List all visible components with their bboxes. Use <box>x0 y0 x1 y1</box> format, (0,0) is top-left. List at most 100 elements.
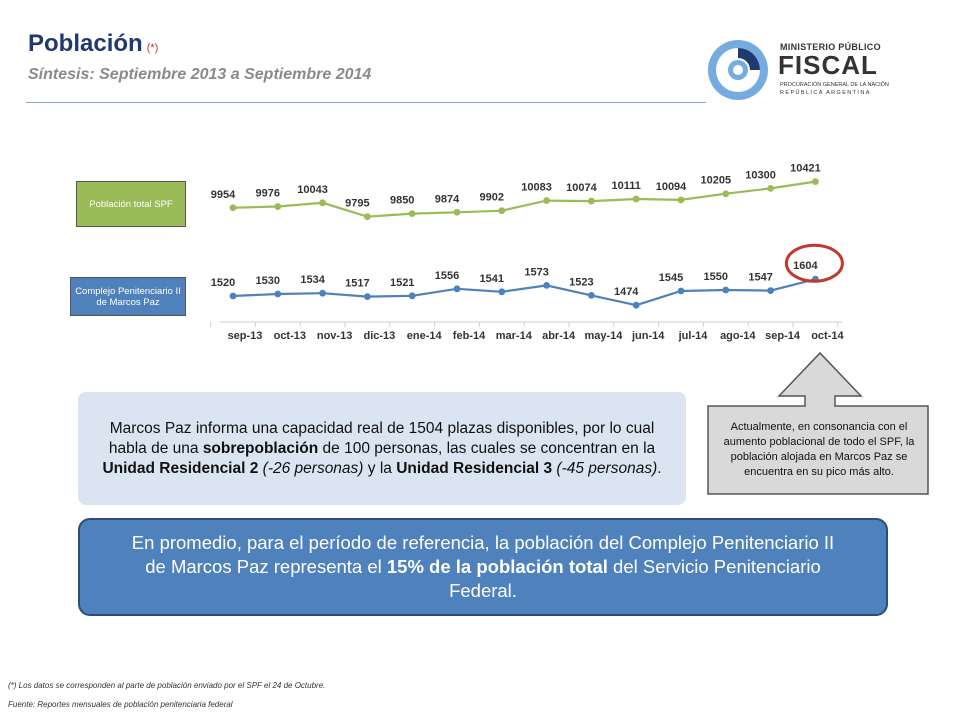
series-line-0 <box>232 180 816 218</box>
callout-italic-2: (-45 personas) <box>552 459 658 477</box>
data-label: 1474 <box>614 286 639 298</box>
data-point <box>453 208 461 216</box>
callout-italic-1: (-26 personas) <box>258 459 364 477</box>
data-label: 1573 <box>524 266 548 278</box>
data-label: 10205 <box>701 175 732 187</box>
legend-complejo-marcos-paz: Complejo Penitenciario II de Marcos Paz <box>70 277 186 316</box>
callout-text-3: y la <box>363 459 397 477</box>
title-divider <box>26 102 706 103</box>
data-point <box>274 203 282 210</box>
data-label: 9795 <box>345 198 369 210</box>
data-point <box>229 204 237 212</box>
sun-emblem-icon <box>708 40 768 100</box>
data-point <box>812 178 819 186</box>
x-tick-label: sep-13 <box>228 330 263 342</box>
title-text: Población <box>28 30 143 57</box>
data-label: 1547 <box>748 272 772 284</box>
data-point <box>498 288 506 296</box>
summary-bold: 15% de la población total <box>386 556 608 577</box>
data-point <box>364 213 371 221</box>
data-label: 1520 <box>211 277 235 289</box>
x-tick-label: jun-14 <box>631 330 665 342</box>
data-point <box>677 196 685 204</box>
data-point <box>543 282 550 289</box>
summary-box: En promedio, para el período de referenc… <box>78 518 888 616</box>
data-point <box>588 197 595 205</box>
data-label: 1556 <box>435 270 459 282</box>
data-label: 1521 <box>390 277 414 289</box>
x-tick-label: may-14 <box>584 330 623 342</box>
data-label: 10043 <box>297 184 328 196</box>
x-tick-label: feb-14 <box>453 330 486 342</box>
data-point <box>319 199 326 207</box>
population-line-chart: 9954 9976 10043 9795 9850 9874 9902 10083 10074 1… <box>210 163 844 342</box>
data-point <box>229 292 237 300</box>
logo-ministry: MINISTERIO PÚBLICO <box>780 42 881 52</box>
data-point <box>722 286 730 294</box>
callout-text-1: Marcos Paz informa una capacidad real de… <box>108 419 655 457</box>
data-point <box>543 197 550 204</box>
data-point <box>408 292 416 300</box>
logo-procuracion: PROCURACIÓN GENERAL DE LA NACIÓN <box>780 82 889 88</box>
data-label: 1545 <box>659 272 683 284</box>
legend-total-spf: Población total SPF <box>76 181 186 227</box>
series-line-1 <box>232 278 816 307</box>
data-footnote: (*) Los datos se corresponden al parte d… <box>8 681 326 690</box>
data-point <box>498 207 506 215</box>
data-label: 1604 <box>793 260 818 272</box>
data-point <box>364 293 371 300</box>
data-label: 1530 <box>256 275 280 287</box>
data-point <box>632 195 640 203</box>
x-tick-label: mar-14 <box>496 330 533 342</box>
fiscal-logo: MINISTERIO PÚBLICO FISCAL PROCURACIÓN GE… <box>706 38 892 102</box>
callout-bold-3: Unidad Residencial 3 <box>396 459 553 477</box>
data-label: 10111 <box>612 180 641 192</box>
data-label: 9874 <box>435 193 460 205</box>
x-tick-label: sep-14 <box>765 330 801 342</box>
summary-text-1: En promedio, para el período de referenc… <box>131 532 835 577</box>
callout-text-2: de 100 personas, las cuales se concentra… <box>318 439 656 457</box>
x-tick-label: abr-14 <box>542 330 576 342</box>
highlight-circle <box>784 243 844 283</box>
data-point <box>767 287 774 294</box>
data-label: 1541 <box>480 273 504 285</box>
data-point <box>319 289 326 297</box>
data-label: 9902 <box>480 192 504 204</box>
logo-republica: REPÚBLICA ARGENTINA <box>780 90 871 96</box>
data-label: 10300 <box>745 169 776 181</box>
data-point <box>274 290 282 298</box>
data-point <box>677 287 685 295</box>
capacity-callout: Marcos Paz informa una capacidad real de… <box>78 392 686 505</box>
data-label: 9976 <box>256 188 280 200</box>
x-tick-label: jul-14 <box>678 330 709 342</box>
callout-bold-2: Unidad Residencial 2 <box>102 459 259 477</box>
data-point <box>722 190 730 198</box>
x-tick-label: ene-14 <box>407 330 443 342</box>
summary-text-2: del Servicio Penitenciario Federal. <box>449 556 821 601</box>
callout-bold-1: sobrepoblación <box>202 439 319 457</box>
data-label: 9954 <box>211 189 236 201</box>
data-label: 10094 <box>656 181 687 193</box>
page-subtitle: Síntesis: Septiembre 2013 a Septiembre 2… <box>28 66 372 83</box>
data-point <box>767 185 774 192</box>
data-label: 10074 <box>566 182 597 194</box>
up-arrow-shape <box>707 351 929 495</box>
logo-fiscal: FISCAL <box>778 50 878 80</box>
data-label: 10421 <box>790 163 821 175</box>
source-footnote: Fuente: Reportes mensuales de población … <box>8 700 233 709</box>
x-tick-label: ago-14 <box>720 330 756 342</box>
data-label: 9850 <box>390 195 414 207</box>
data-label: 1523 <box>569 276 593 288</box>
x-tick-label: nov-13 <box>317 330 352 342</box>
data-point <box>453 285 461 293</box>
data-point <box>632 301 640 309</box>
title-footnote-mark: (*) <box>146 42 159 54</box>
page-title: Población (*) <box>28 30 158 58</box>
data-label: 1517 <box>345 278 369 290</box>
x-tick-label: oct-13 <box>274 330 306 342</box>
x-tick-label: oct-14 <box>811 330 844 342</box>
data-label: 1550 <box>704 271 728 283</box>
data-point <box>588 292 595 299</box>
x-tick-label: dic-13 <box>364 330 396 342</box>
callout-text-4: . <box>657 459 662 477</box>
